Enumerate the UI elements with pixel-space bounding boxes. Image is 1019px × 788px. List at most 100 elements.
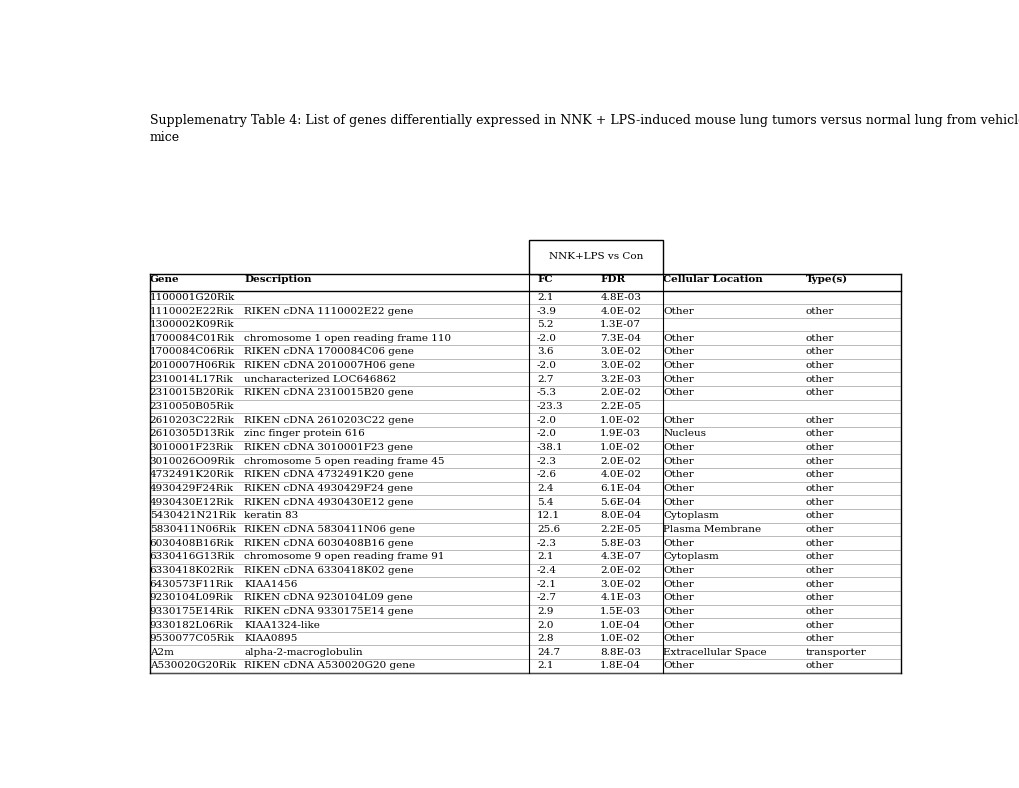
Text: Other: Other <box>662 348 694 356</box>
Text: 2310014L17Rik: 2310014L17Rik <box>150 375 233 384</box>
Text: 5830411N06Rik: 5830411N06Rik <box>150 525 235 534</box>
Text: Other: Other <box>662 443 694 452</box>
Text: 5430421N21Rik: 5430421N21Rik <box>150 511 235 520</box>
Text: 2.1: 2.1 <box>536 661 553 671</box>
Text: 4930430E12Rik: 4930430E12Rik <box>150 498 233 507</box>
Text: other: other <box>805 429 834 438</box>
Text: 1.0E-02: 1.0E-02 <box>599 416 641 425</box>
Text: other: other <box>805 443 834 452</box>
Text: other: other <box>805 525 834 534</box>
Text: -38.1: -38.1 <box>536 443 564 452</box>
Text: 2.0E-02: 2.0E-02 <box>599 388 641 397</box>
Text: Cellular Location: Cellular Location <box>662 275 762 284</box>
Text: RIKEN cDNA 9330175E14 gene: RIKEN cDNA 9330175E14 gene <box>245 607 414 616</box>
Text: chromosome 5 open reading frame 45: chromosome 5 open reading frame 45 <box>245 457 444 466</box>
Text: transporter: transporter <box>805 648 866 657</box>
Text: 6.1E-04: 6.1E-04 <box>599 484 641 493</box>
Text: 9530077C05Rik: 9530077C05Rik <box>150 634 234 643</box>
Text: 1.9E-03: 1.9E-03 <box>599 429 641 438</box>
Text: other: other <box>805 388 834 397</box>
Text: 2.4: 2.4 <box>536 484 553 493</box>
Text: other: other <box>805 634 834 643</box>
Text: RIKEN cDNA 6030408B16 gene: RIKEN cDNA 6030408B16 gene <box>245 539 414 548</box>
Text: other: other <box>805 593 834 602</box>
Text: RIKEN cDNA 4930429F24 gene: RIKEN cDNA 4930429F24 gene <box>245 484 413 493</box>
Text: 5.8E-03: 5.8E-03 <box>599 539 641 548</box>
Text: 2310015B20Rik: 2310015B20Rik <box>150 388 234 397</box>
Text: 8.0E-04: 8.0E-04 <box>599 511 641 520</box>
Text: 4.0E-02: 4.0E-02 <box>599 470 641 479</box>
Text: RIKEN cDNA 4732491K20 gene: RIKEN cDNA 4732491K20 gene <box>245 470 414 479</box>
Text: 3.0E-02: 3.0E-02 <box>599 348 641 356</box>
Text: Other: Other <box>662 661 694 671</box>
Text: Other: Other <box>662 375 694 384</box>
Text: Plasma Membrane: Plasma Membrane <box>662 525 761 534</box>
Text: RIKEN cDNA 1110002E22 gene: RIKEN cDNA 1110002E22 gene <box>245 307 414 315</box>
Text: 6330418K02Rik: 6330418K02Rik <box>150 566 234 575</box>
Text: -2.1: -2.1 <box>536 579 556 589</box>
Text: Other: Other <box>662 566 694 575</box>
Text: uncharacterized LOC646862: uncharacterized LOC646862 <box>245 375 396 384</box>
Text: other: other <box>805 457 834 466</box>
Text: KIAA1456: KIAA1456 <box>245 579 298 589</box>
Text: other: other <box>805 552 834 561</box>
Text: other: other <box>805 661 834 671</box>
Text: alpha-2-macroglobulin: alpha-2-macroglobulin <box>245 648 363 657</box>
Text: Gene: Gene <box>150 275 179 284</box>
Text: 5.2: 5.2 <box>536 320 553 329</box>
Text: Other: Other <box>662 484 694 493</box>
Text: Other: Other <box>662 620 694 630</box>
Text: other: other <box>805 607 834 616</box>
Text: Other: Other <box>662 470 694 479</box>
Text: other: other <box>805 470 834 479</box>
Text: RIKEN cDNA 1700084C06 gene: RIKEN cDNA 1700084C06 gene <box>245 348 414 356</box>
Text: Other: Other <box>662 334 694 343</box>
Text: -2.4: -2.4 <box>536 566 556 575</box>
Text: 1100001G20Rik: 1100001G20Rik <box>150 293 234 302</box>
Text: Nucleus: Nucleus <box>662 429 706 438</box>
Text: Other: Other <box>662 416 694 425</box>
Text: 4.0E-02: 4.0E-02 <box>599 307 641 315</box>
Text: other: other <box>805 416 834 425</box>
Text: A2m: A2m <box>150 648 173 657</box>
Text: Other: Other <box>662 457 694 466</box>
Text: other: other <box>805 498 834 507</box>
Text: 1700084C06Rik: 1700084C06Rik <box>150 348 234 356</box>
Text: zinc finger protein 616: zinc finger protein 616 <box>245 429 365 438</box>
Text: -2.6: -2.6 <box>536 470 556 479</box>
Text: 1.5E-03: 1.5E-03 <box>599 607 641 616</box>
Text: 2.0E-02: 2.0E-02 <box>599 457 641 466</box>
Text: Other: Other <box>662 498 694 507</box>
Text: 2.0: 2.0 <box>536 620 553 630</box>
Text: 2.8: 2.8 <box>536 634 553 643</box>
Text: chromosome 1 open reading frame 110: chromosome 1 open reading frame 110 <box>245 334 451 343</box>
Text: RIKEN cDNA 3010001F23 gene: RIKEN cDNA 3010001F23 gene <box>245 443 413 452</box>
Text: other: other <box>805 620 834 630</box>
Text: 2.9: 2.9 <box>536 607 553 616</box>
Text: 1.0E-02: 1.0E-02 <box>599 634 641 643</box>
Text: 1.8E-04: 1.8E-04 <box>599 661 641 671</box>
Text: other: other <box>805 348 834 356</box>
Text: Cytoplasm: Cytoplasm <box>662 552 718 561</box>
Text: 4732491K20Rik: 4732491K20Rik <box>150 470 234 479</box>
Text: Other: Other <box>662 307 694 315</box>
Text: 4930429F24Rik: 4930429F24Rik <box>150 484 233 493</box>
Text: -2.0: -2.0 <box>536 334 556 343</box>
Text: 2.2E-05: 2.2E-05 <box>599 525 641 534</box>
Text: RIKEN cDNA 9230104L09 gene: RIKEN cDNA 9230104L09 gene <box>245 593 413 602</box>
Text: -2.0: -2.0 <box>536 361 556 370</box>
Text: RIKEN cDNA 4930430E12 gene: RIKEN cDNA 4930430E12 gene <box>245 498 414 507</box>
Text: 25.6: 25.6 <box>536 525 559 534</box>
Text: RIKEN cDNA 2610203C22 gene: RIKEN cDNA 2610203C22 gene <box>245 416 414 425</box>
Text: KIAA0895: KIAA0895 <box>245 634 298 643</box>
Text: 1300002K09Rik: 1300002K09Rik <box>150 320 234 329</box>
Text: Type(s): Type(s) <box>805 275 847 284</box>
Text: other: other <box>805 334 834 343</box>
Text: 3.0E-02: 3.0E-02 <box>599 361 641 370</box>
Text: KIAA1324-like: KIAA1324-like <box>245 620 320 630</box>
Text: other: other <box>805 361 834 370</box>
Text: 1.3E-07: 1.3E-07 <box>599 320 641 329</box>
Text: -2.3: -2.3 <box>536 539 556 548</box>
Text: 4.1E-03: 4.1E-03 <box>599 593 641 602</box>
Text: other: other <box>805 539 834 548</box>
